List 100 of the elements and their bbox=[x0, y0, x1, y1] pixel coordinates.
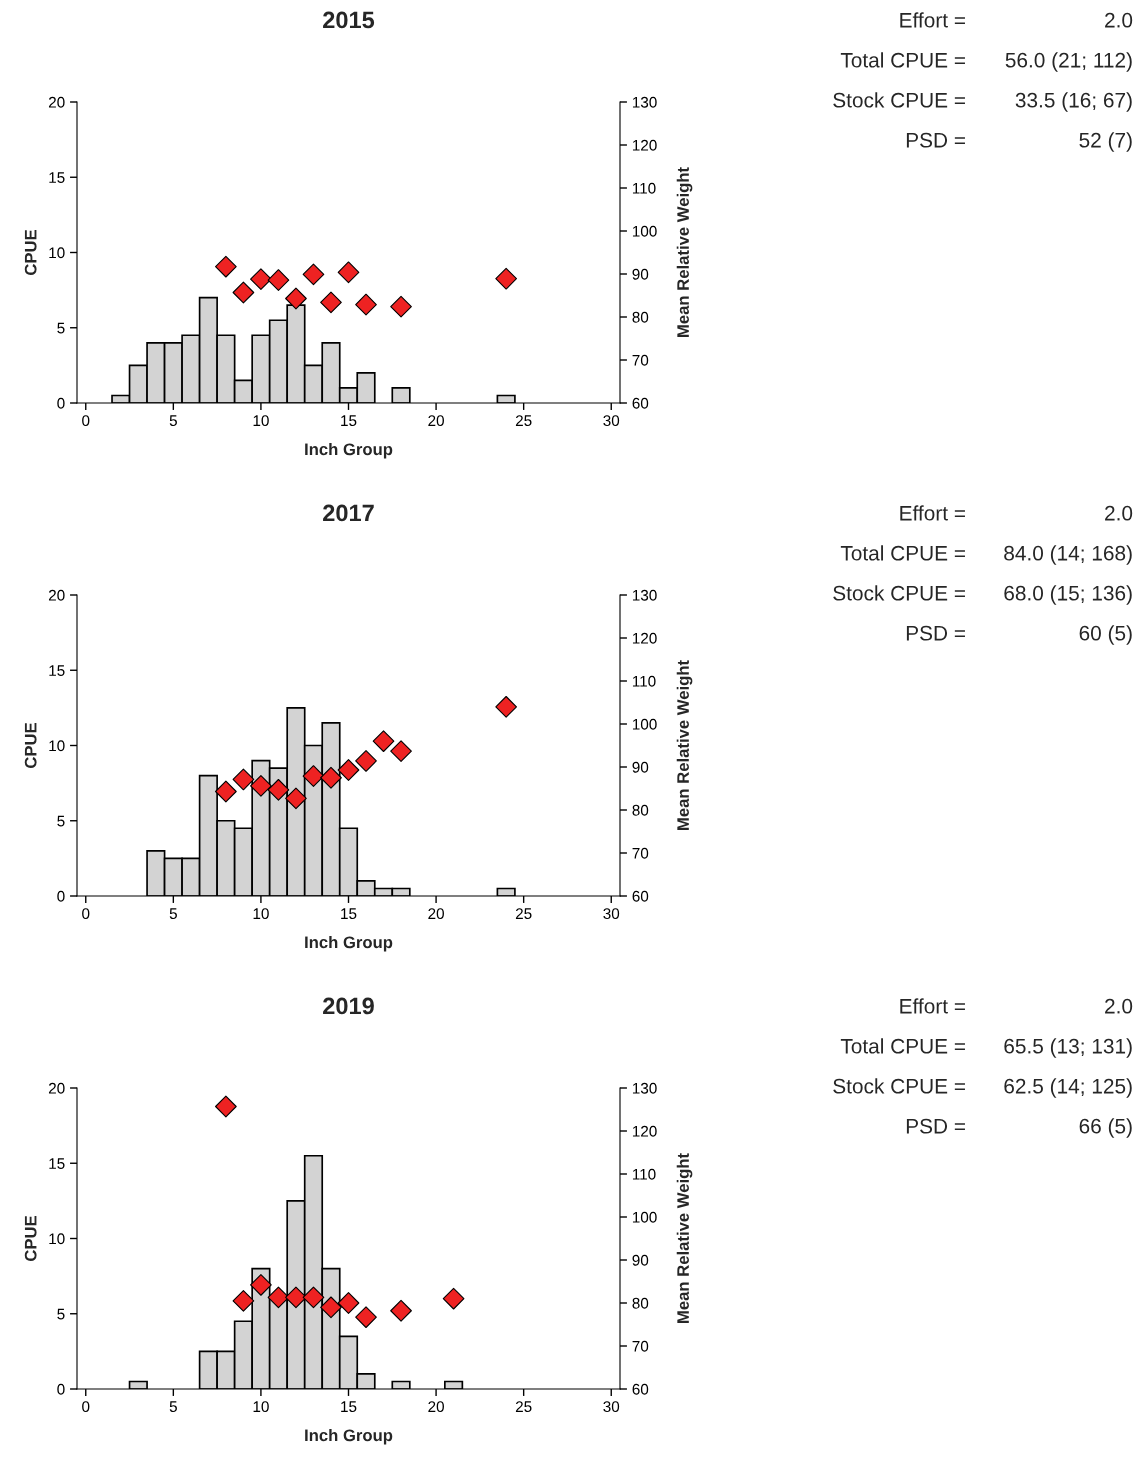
x-axis-title: Inch Group bbox=[305, 1428, 393, 1445]
point bbox=[232, 281, 255, 304]
y-tick-label: 5 bbox=[57, 815, 65, 827]
text: Effort = 2.0 bbox=[900, 998, 1133, 1014]
y-tick-label: 10 bbox=[49, 1233, 65, 1245]
y2-tick-label: 80 bbox=[632, 804, 649, 816]
x-tick-label: 15 bbox=[341, 908, 357, 920]
y-tick-label: 15 bbox=[49, 1158, 65, 1169]
x-tick-label: 20 bbox=[428, 415, 444, 427]
x-tick-label: 5 bbox=[169, 1401, 177, 1413]
point bbox=[355, 293, 377, 316]
point bbox=[232, 1289, 255, 1312]
y-axis-title: CPUE bbox=[24, 1216, 37, 1261]
x-tick-label: 15 bbox=[341, 415, 357, 427]
point bbox=[250, 268, 272, 291]
y-tick-label: 0 bbox=[57, 1383, 65, 1395]
y2-tick-label: 120 bbox=[632, 1125, 657, 1137]
y2-tick-label: 80 bbox=[632, 311, 649, 323]
point bbox=[337, 261, 360, 284]
y2-tick-label: 130 bbox=[632, 1082, 657, 1094]
y-tick-label: 0 bbox=[57, 397, 65, 409]
point bbox=[320, 1296, 342, 1319]
y2-tick-label: 60 bbox=[632, 890, 649, 902]
x-tick-label: 5 bbox=[169, 908, 177, 920]
text: Effort = 2.0 bbox=[900, 505, 1133, 521]
point bbox=[215, 1095, 237, 1118]
y-tick-label: 20 bbox=[48, 1082, 65, 1094]
x-tick-label: 15 bbox=[341, 1401, 357, 1413]
y2-tick-label: 130 bbox=[632, 96, 657, 108]
x-tick-label: 20 bbox=[428, 1401, 444, 1413]
text: Total CPUE = 56.0 (21; 112) bbox=[840, 52, 1132, 72]
text: Stock CPUE = 33.5 (16; 67) bbox=[833, 92, 1132, 112]
point bbox=[302, 765, 325, 787]
y-tick-label: 5 bbox=[57, 1308, 65, 1320]
y2-tick-label: 90 bbox=[632, 268, 649, 280]
y2-tick-label: 100 bbox=[632, 1211, 657, 1223]
x-axis-title: Inch Group bbox=[305, 442, 393, 459]
y2-tick-label: 90 bbox=[632, 761, 649, 773]
x-tick-label: 25 bbox=[515, 908, 532, 920]
y2-axis-title: Mean Relative Weight bbox=[676, 660, 693, 830]
text: PSD = 60 (5) bbox=[906, 625, 1132, 645]
x-axis-title: Inch Group bbox=[305, 935, 393, 952]
point bbox=[390, 295, 412, 318]
point bbox=[390, 1299, 412, 1322]
y2-axis-title: Mean Relative Weight bbox=[676, 1153, 693, 1323]
point bbox=[250, 775, 272, 797]
chart-title: 2015 bbox=[323, 11, 375, 29]
chart-title: 2019 bbox=[323, 997, 374, 1015]
y2-tick-label: 60 bbox=[632, 1383, 649, 1395]
point bbox=[355, 1306, 377, 1329]
point bbox=[267, 778, 290, 801]
point bbox=[215, 780, 237, 803]
text: Total CPUE = 65.5 (13; 131) bbox=[840, 1038, 1132, 1058]
y-tick-label: 10 bbox=[49, 740, 65, 752]
x-tick-label: 30 bbox=[603, 1401, 620, 1413]
y2-tick-label: 70 bbox=[632, 354, 649, 366]
x-tick-label: 10 bbox=[253, 1401, 269, 1413]
chart-title: 2017 bbox=[323, 504, 374, 522]
text: Effort = 2.0 bbox=[900, 12, 1133, 28]
y-tick-label: 20 bbox=[48, 589, 65, 601]
y2-tick-label: 90 bbox=[632, 1254, 649, 1266]
point bbox=[442, 1287, 465, 1310]
point bbox=[285, 287, 307, 310]
y-tick-label: 20 bbox=[48, 96, 65, 108]
text: Total CPUE = 84.0 (14; 168) bbox=[840, 545, 1132, 565]
x-tick-label: 0 bbox=[82, 908, 90, 920]
point bbox=[285, 787, 307, 810]
y2-tick-label: 80 bbox=[632, 1297, 649, 1309]
y2-tick-label: 110 bbox=[632, 182, 656, 194]
y-tick-label: 15 bbox=[49, 172, 65, 183]
point bbox=[372, 730, 395, 753]
y2-tick-label: 110 bbox=[632, 675, 656, 687]
y2-tick-label: 120 bbox=[632, 139, 657, 151]
x-tick-label: 25 bbox=[515, 415, 532, 427]
y-tick-label: 15 bbox=[49, 665, 65, 676]
x-tick-label: 10 bbox=[253, 415, 269, 427]
point bbox=[337, 1292, 360, 1314]
text: PSD = 66 (5) bbox=[906, 1118, 1132, 1138]
point bbox=[302, 263, 325, 286]
text: Stock CPUE = 68.0 (15; 136) bbox=[833, 585, 1132, 605]
point bbox=[302, 1286, 325, 1309]
point bbox=[337, 759, 360, 781]
point bbox=[232, 768, 255, 791]
point bbox=[320, 766, 342, 789]
y-axis-title: CPUE bbox=[24, 723, 37, 768]
y2-tick-label: 120 bbox=[632, 632, 657, 644]
y-tick-label: 0 bbox=[57, 890, 65, 902]
text: Stock CPUE = 62.5 (14; 125) bbox=[833, 1078, 1132, 1098]
point bbox=[495, 267, 518, 290]
point bbox=[250, 1274, 272, 1296]
y2-tick-label: 100 bbox=[632, 225, 657, 237]
x-tick-label: 20 bbox=[428, 908, 444, 920]
y2-tick-label: 100 bbox=[632, 718, 657, 730]
x-tick-label: 10 bbox=[253, 908, 269, 920]
point bbox=[320, 291, 342, 314]
y2-tick-label: 70 bbox=[632, 847, 649, 859]
point bbox=[355, 750, 377, 772]
y2-tick-label: 110 bbox=[632, 1168, 656, 1180]
point bbox=[267, 1286, 290, 1309]
y2-tick-label: 70 bbox=[632, 1340, 649, 1352]
